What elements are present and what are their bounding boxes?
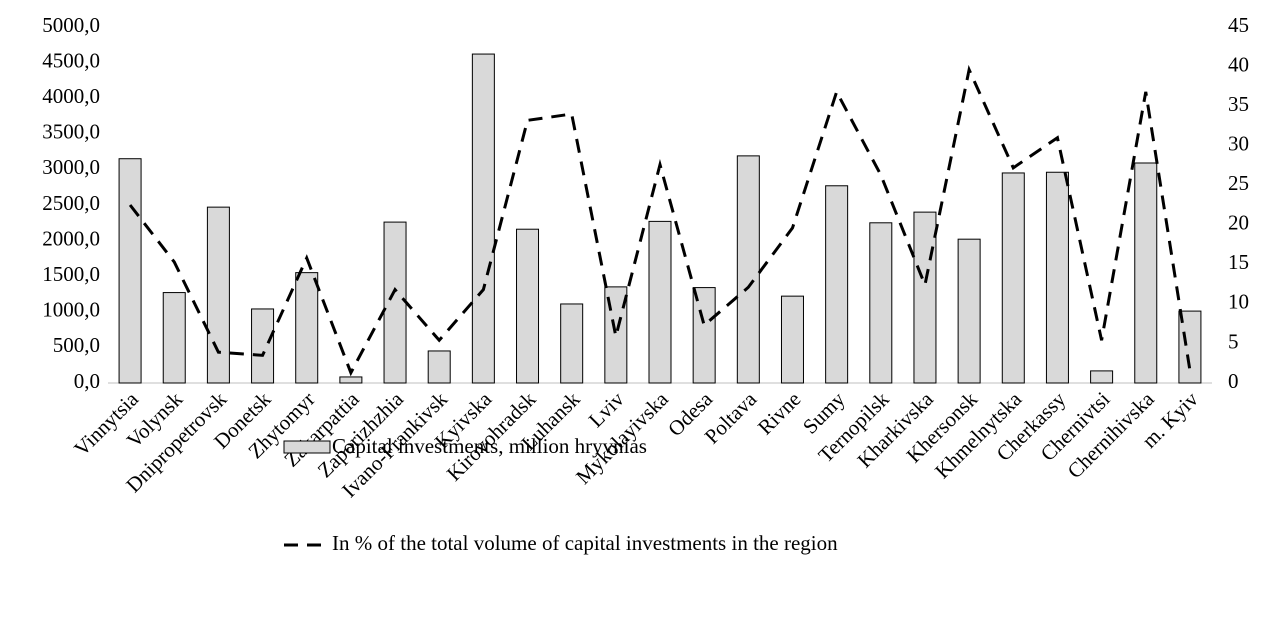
y-tick-label: 4500,0 [42, 48, 100, 72]
bar [295, 272, 319, 384]
y-tick-label: 3000,0 [42, 155, 100, 179]
y2-tick-label: 45 [1228, 13, 1249, 37]
y-tick-label: 1500,0 [42, 262, 100, 286]
bar [1178, 310, 1202, 384]
bar [957, 238, 981, 384]
bar [560, 303, 584, 384]
bar [516, 228, 540, 384]
bar [648, 220, 672, 384]
bar [206, 206, 230, 384]
y2-tick-label: 25 [1228, 171, 1249, 195]
y2-tick-label: 20 [1228, 211, 1249, 235]
y2-tick-label: 35 [1228, 92, 1249, 116]
bar [427, 350, 451, 384]
y-tick-label: 1000,0 [42, 298, 100, 322]
y2-tick-label: 10 [1228, 290, 1249, 314]
y-tick-label: 0,0 [74, 369, 100, 393]
y-tick-label: 5000,0 [42, 13, 100, 37]
bar [780, 295, 804, 384]
bar [339, 376, 363, 384]
bar [736, 155, 760, 384]
legend-label: In % of the total volume of capital inve… [332, 531, 838, 555]
bar [471, 53, 495, 384]
legend-swatch [283, 440, 331, 454]
bar [913, 211, 937, 384]
line [128, 64, 1192, 377]
bar [162, 292, 186, 384]
y2-tick-label: 5 [1228, 329, 1239, 353]
x-tick-label: Poltava [700, 386, 762, 448]
y2-tick-label: 15 [1228, 250, 1249, 274]
bar [383, 221, 407, 384]
y-tick-label: 3500,0 [42, 120, 100, 144]
legend-label: Capital investments, million hryvnias [332, 434, 647, 458]
y2-tick-label: 40 [1228, 52, 1249, 76]
y2-tick-label: 30 [1228, 131, 1249, 155]
bar [118, 158, 142, 384]
bar [825, 185, 849, 384]
bar [604, 286, 628, 384]
bar [251, 308, 275, 384]
y-tick-label: 2500,0 [42, 191, 100, 215]
y-tick-label: 4000,0 [42, 84, 100, 108]
bar [692, 287, 716, 384]
y-tick-label: 500,0 [53, 333, 100, 357]
bar [1001, 172, 1025, 384]
bar [1090, 370, 1114, 384]
x-tick-label: Rivne [753, 387, 805, 439]
y2-tick-label: 0 [1228, 369, 1239, 393]
bar [1045, 171, 1069, 384]
bar [1134, 162, 1158, 384]
bar [869, 222, 893, 384]
y-tick-label: 2000,0 [42, 226, 100, 250]
